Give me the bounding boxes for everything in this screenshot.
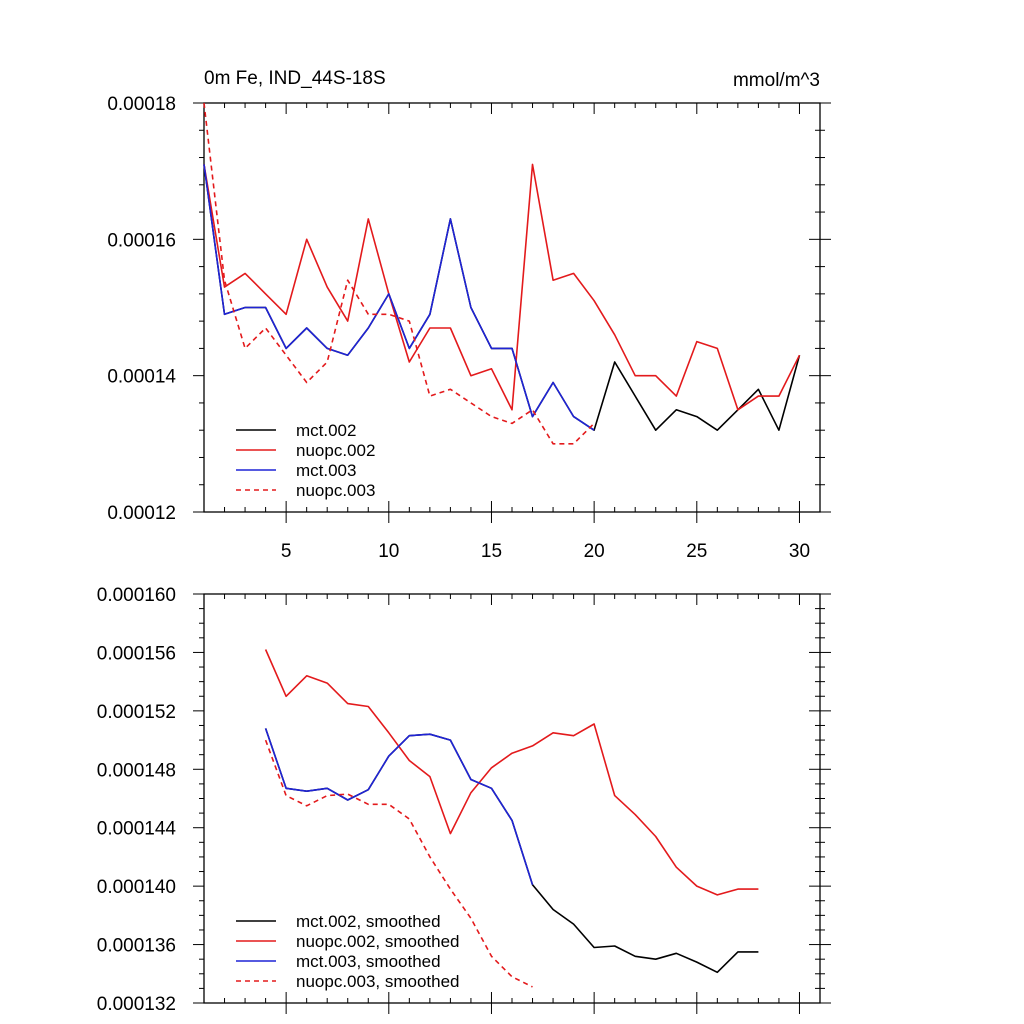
series-line-nuopc-003 — [203, 102, 595, 445]
legend-label: mct.003, smoothed — [296, 952, 441, 971]
y-tick-label: 0.000136 — [97, 936, 176, 957]
y-tick-label: 0.000144 — [97, 819, 177, 840]
y-tick-label: 0.000156 — [97, 643, 176, 664]
y-tick-label: 0.00018 — [107, 94, 176, 115]
top-panel: 5 10 15 20 25 30 0.00012 0.00014 0.00016 0.00018 m… — [107, 94, 831, 562]
y-tick-label: 0.000148 — [97, 760, 176, 781]
x-tick-label: 30 — [789, 541, 810, 562]
x-tick-label: 15 — [481, 541, 502, 562]
chart-title: 0m Fe, IND_44S-18S — [204, 68, 386, 89]
legend-label: nuopc.002, smoothed — [296, 932, 460, 951]
bottom-panel: 0.000132 0.000136 0.000140 0.000144 0.000148… — [97, 585, 831, 1015]
series-line-nuopc-003-smoothed — [264, 739, 533, 988]
units-label: mmol/m^3 — [733, 70, 820, 91]
series-line-mct-003-smoothed — [264, 728, 534, 885]
legend-label: nuopc.003, smoothed — [296, 972, 460, 991]
legend-label: nuopc.002 — [296, 441, 375, 460]
y-tick-label: 0.00014 — [107, 367, 176, 388]
x-tick-label: 25 — [686, 541, 707, 562]
series-line-nuopc-002-smoothed — [264, 649, 759, 896]
series-line-mct-003 — [203, 164, 595, 431]
legend-label: mct.002, smoothed — [296, 912, 441, 931]
x-tick-label: 5 — [281, 541, 292, 562]
legend-label: mct.003 — [296, 461, 356, 480]
y-tick-label: 0.000140 — [97, 877, 176, 898]
legend-label: nuopc.003 — [296, 481, 375, 500]
legend-label: mct.002 — [296, 421, 356, 440]
y-tick-label: 0.000160 — [97, 585, 176, 606]
y-tick-label: 0.000152 — [97, 702, 176, 723]
y-tick-label: 0.00012 — [107, 503, 176, 524]
y-tick-label: 0.00016 — [107, 230, 176, 251]
y-tick-label: 0.000132 — [97, 994, 176, 1015]
x-tick-label: 10 — [378, 541, 399, 562]
x-tick-label: 20 — [584, 541, 605, 562]
series-line-nuopc-002 — [203, 163, 801, 411]
